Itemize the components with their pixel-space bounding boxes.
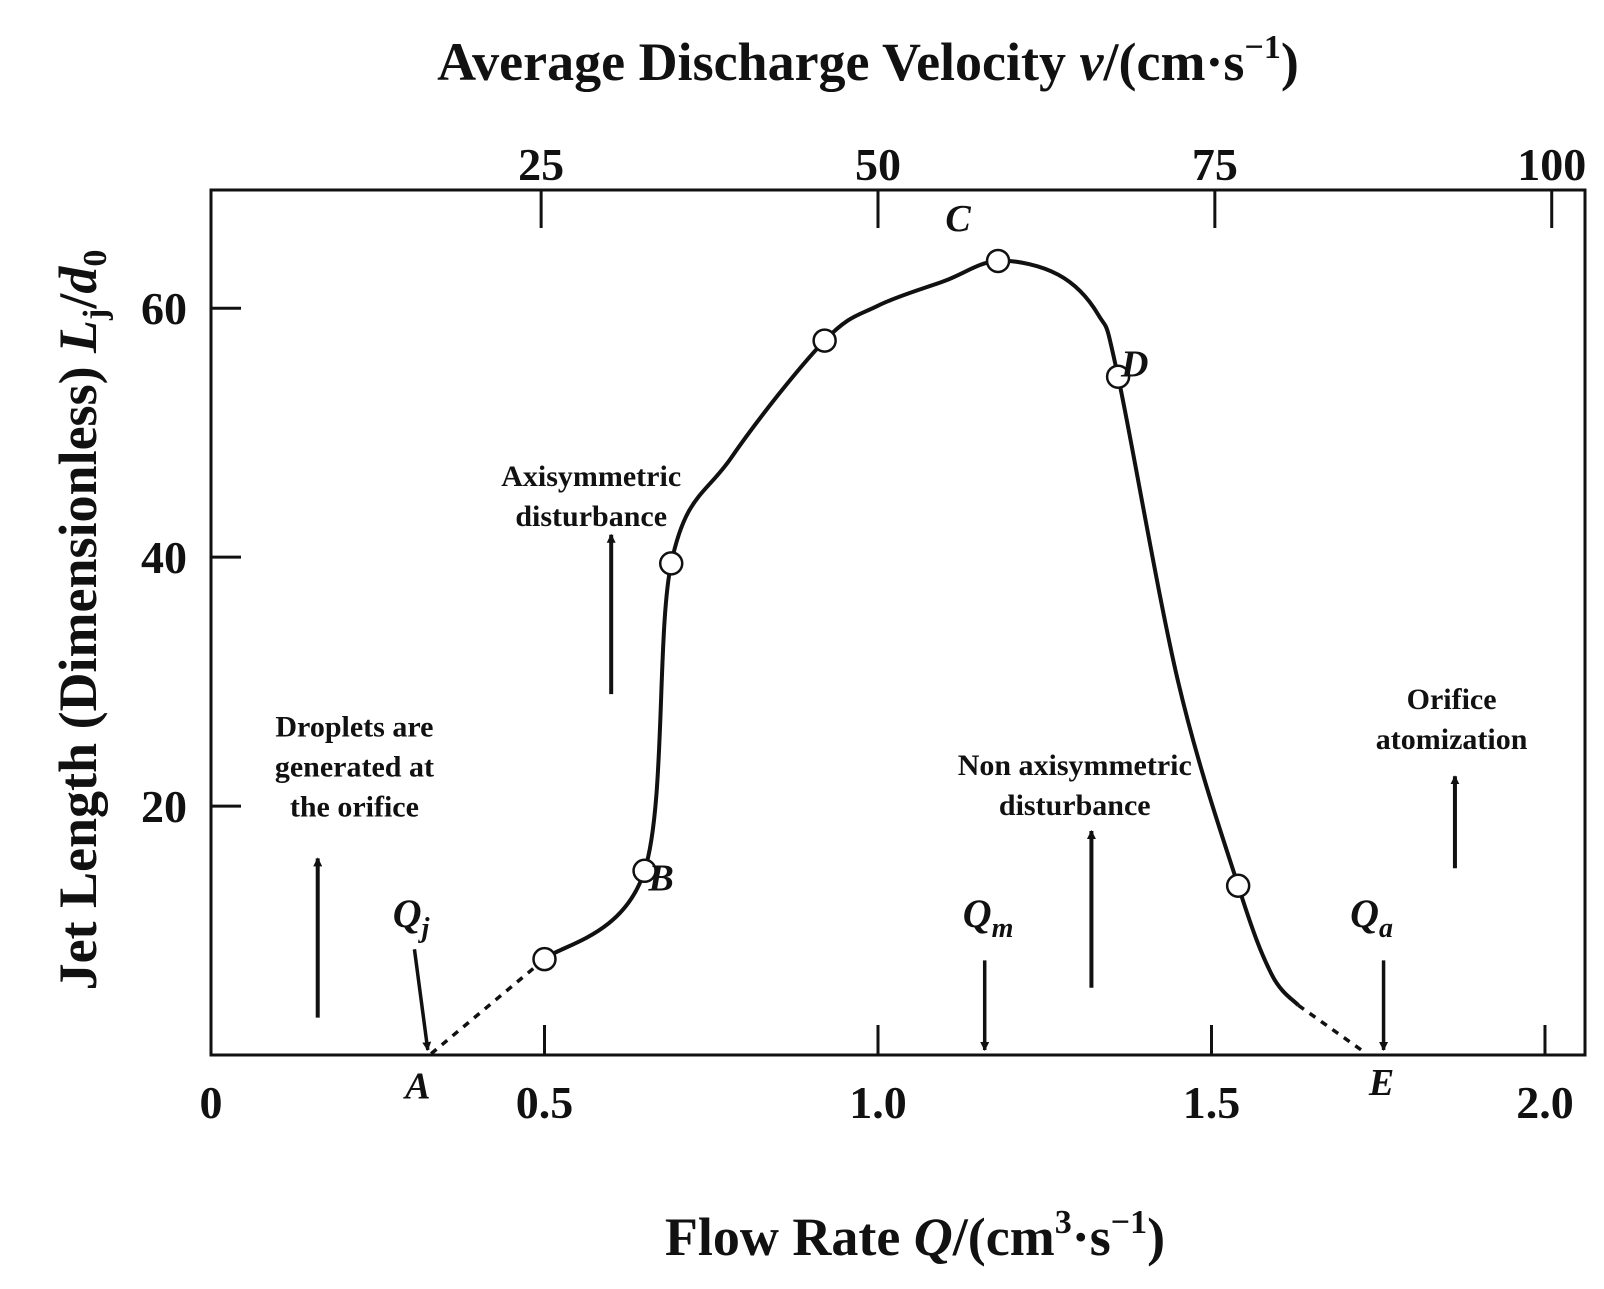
- annotation-text: Droplets are generated at the orifice: [275, 710, 434, 823]
- x2-axis-title: Average Discharge Velocity v/(cm·s−1): [437, 29, 1299, 92]
- data-point: [632, 858, 657, 884]
- point-label-a: A: [403, 1066, 430, 1108]
- x2-tick-label: 25: [518, 139, 564, 190]
- annotation-text: Orifice atomization: [1376, 683, 1528, 756]
- tick-labels: 0 0.5 1.0 1.5 2.0 20 40 60 25 50 75 100: [141, 139, 1586, 1128]
- y-axis-title: Jet Length (Dimensionless) Lj/d0: [48, 250, 114, 991]
- dashed-extension-right: [1297, 1003, 1366, 1054]
- point-label-c: C: [945, 198, 971, 240]
- data-point: [812, 328, 837, 353]
- curve-layer: [429, 258, 1366, 1056]
- annotation-text: Non axisymmetric disturbance: [958, 749, 1192, 822]
- x-tick-label: 0.5: [516, 1077, 574, 1128]
- x2-tick-label: 75: [1192, 139, 1238, 190]
- x2-tick-label: 100: [1517, 139, 1586, 190]
- q-marker-j: Qj: [393, 891, 430, 944]
- q-marker-arrow: [412, 948, 432, 1052]
- data-point: [1105, 364, 1131, 389]
- x2-tick-label: 50: [855, 139, 901, 190]
- y-tick-label: 40: [141, 532, 187, 583]
- dashed-extension-left: [429, 957, 546, 1056]
- x-axis-title: Flow Rate Q/(cm3·s−1): [665, 1204, 1165, 1267]
- annotation-layer: Droplets are generated at the orifice Axisy…: [275, 460, 1528, 1018]
- q-marker-a: Qa: [1350, 891, 1393, 944]
- axis-ticks: [211, 190, 1554, 1055]
- data-point: [1225, 873, 1251, 898]
- data-point: [532, 946, 557, 972]
- x-tick-label: 1.0: [849, 1077, 907, 1128]
- data-point: [658, 551, 684, 576]
- y-tick-label: 20: [141, 781, 187, 832]
- x-tick-label: 2.0: [1516, 1077, 1574, 1128]
- data-point: [985, 248, 1011, 274]
- x-tick-label: 1.5: [1183, 1077, 1241, 1128]
- point-label-e: E: [1368, 1062, 1394, 1104]
- annotation-text: Axisymmetric disturbance: [501, 460, 681, 533]
- marker-layer: [532, 248, 1251, 972]
- point-label-d: D: [1120, 344, 1148, 386]
- x-tick-label: 0: [200, 1077, 223, 1128]
- label-layer: A B C D E Qj Qm Qa: [393, 198, 1394, 1107]
- point-label-b: B: [648, 858, 674, 900]
- plot-frame: [209, 188, 1587, 1057]
- q-marker-m: Qm: [963, 891, 1014, 944]
- y-tick-label: 60: [141, 283, 187, 334]
